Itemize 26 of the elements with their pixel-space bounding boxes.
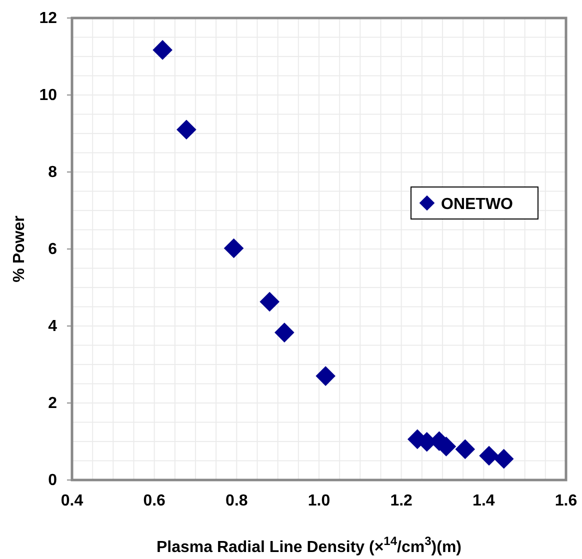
y-tick-label: 4 [48,318,58,336]
y-tick-label: 0 [48,472,58,490]
y-tick-label: 2 [48,395,58,412]
y-tick-label: 10 [39,87,58,104]
point [176,120,196,140]
point [316,366,336,386]
y-tick-label: 6 [48,241,58,258]
legend-label: ONETWO [441,196,513,213]
point [494,448,514,469]
point [479,446,499,466]
x-tick-label: 0.6 [143,492,166,510]
point [274,322,294,342]
y-tick-label: 12 [39,10,58,28]
x-tick-label: 1.0 [308,492,330,510]
x-tick-label: 0.4 [60,492,84,510]
point [224,238,244,258]
y-tick-label: 8 [48,164,58,182]
x-tick-label: 1.4 [472,492,495,510]
point [455,439,476,460]
y-axis-title: % Power [11,216,28,282]
x-tick-label: 1.6 [554,492,578,510]
x-axis-title: Plasma Radial Line Density (×$^{14}$/cm$^{3}$)(m) [156,534,462,556]
point [260,292,280,312]
x-tick-label: 0.8 [226,492,248,510]
x-tick-label: 1.2 [390,492,413,510]
point [152,40,172,60]
